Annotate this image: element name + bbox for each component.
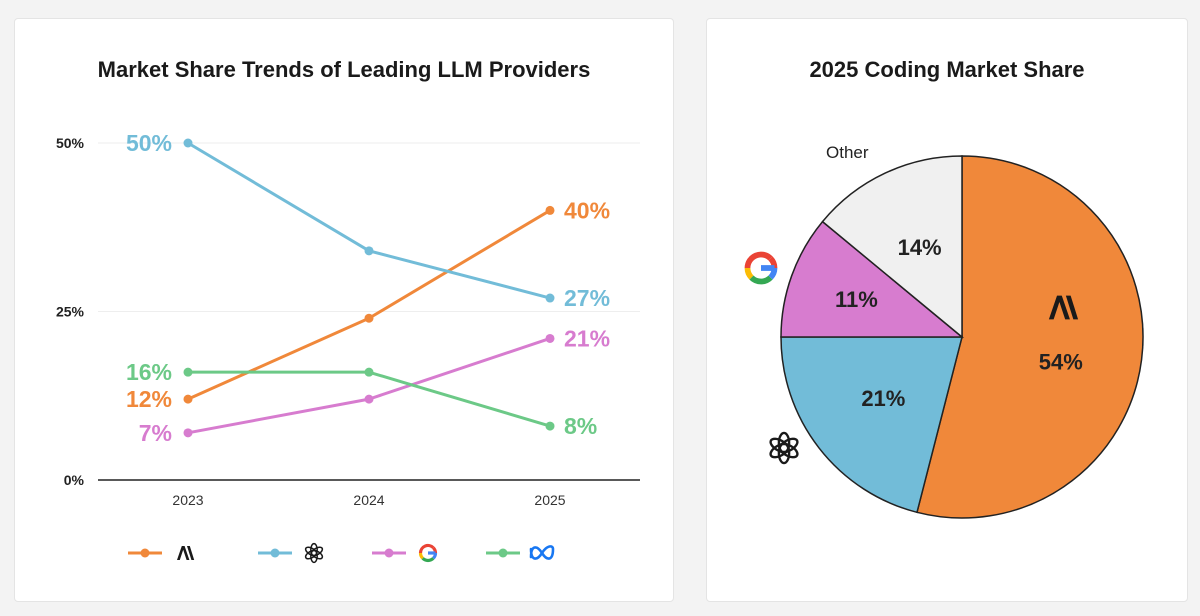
pie-anthropic-logo-icon [1048, 295, 1079, 320]
x-tick-label: 2024 [353, 492, 384, 508]
data-point-google [545, 333, 555, 343]
data-point-openai [545, 293, 555, 303]
legend-marker-anthropic [140, 548, 150, 558]
start-label-anthropic: 12% [126, 386, 172, 412]
data-point-google [183, 428, 193, 438]
series-line-openai [187, 141, 551, 300]
legend-anthropic-logo-icon [177, 546, 195, 560]
line-chart-title: Market Share Trends of Leading LLM Provi… [97, 57, 591, 82]
data-point-anthropic [545, 205, 555, 215]
pie-label-google: 11% [835, 287, 878, 312]
legend-marker-google [384, 548, 394, 558]
end-label-google: 21% [564, 325, 610, 351]
data-point-meta [183, 367, 193, 377]
pie-slice-google [780, 220, 965, 338]
x-tick-label: 2025 [534, 492, 565, 508]
start-label-google: 7% [139, 420, 172, 446]
y-tick-label: 0% [64, 472, 85, 488]
pie-slice-anthropic [916, 155, 1144, 519]
data-point-anthropic [183, 394, 193, 404]
pie-google-logo-icon [744, 251, 778, 285]
legend-marker-meta [498, 548, 508, 558]
data-point-meta [545, 421, 555, 431]
legend-meta-logo-icon [529, 545, 555, 560]
legend-marker-openai [270, 548, 280, 558]
end-label-openai: 27% [564, 285, 610, 311]
start-label-meta: 16% [126, 359, 172, 385]
pie-label-other: 14% [898, 235, 942, 260]
pie-label-openai: 21% [861, 386, 905, 411]
x-tick-label: 2023 [172, 492, 203, 508]
legend-openai-logo-icon [304, 542, 324, 564]
data-point-meta [364, 367, 374, 377]
data-point-openai [364, 246, 374, 256]
pie-label-anthropic: 54% [1039, 349, 1083, 374]
pie-chart-title: 2025 Coding Market Share [809, 57, 1085, 82]
end-label-meta: 8% [564, 413, 597, 439]
end-label-anthropic: 40% [564, 197, 610, 223]
data-point-anthropic [364, 313, 374, 323]
y-tick-label: 50% [56, 135, 85, 151]
pie-outside-label-other: Other [826, 143, 869, 162]
legend-google-logo-icon [418, 543, 438, 563]
data-point-openai [183, 138, 193, 148]
pie-openai-logo-icon [769, 431, 799, 465]
series-line-google [187, 337, 551, 435]
y-tick-label: 25% [56, 304, 85, 320]
pie-slice-openai [780, 336, 963, 514]
start-label-openai: 50% [126, 130, 172, 156]
data-point-google [364, 394, 374, 404]
pie-slice-other [821, 155, 963, 339]
line-chart-card: Market Share Trends of Leading LLM Provi… [14, 18, 674, 602]
